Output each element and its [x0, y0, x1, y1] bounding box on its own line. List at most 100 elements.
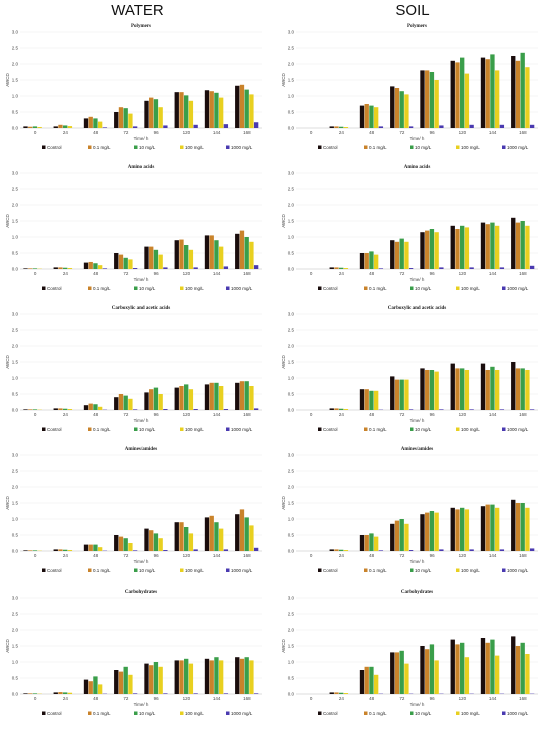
bar-10-mg-l-72h	[399, 519, 404, 551]
bar-control-48h	[83, 679, 89, 694]
x-tick-label: 0	[310, 130, 313, 135]
legend-label: 10 mg/L	[415, 427, 432, 432]
x-tick-label: 24	[339, 412, 345, 417]
bar-10-mg-l-48h	[93, 676, 98, 694]
x-tick-label: 168	[519, 412, 527, 417]
y-tick-label: 1.0	[12, 517, 19, 522]
bar-1000-mg-l-120h	[193, 267, 198, 269]
bar-1000-mg-l-48h	[378, 268, 384, 269]
bar-control-96h	[420, 368, 425, 410]
x-tick-label: 0	[310, 271, 313, 276]
chart-title: Carboxylic and acetic acids	[388, 306, 447, 311]
y-tick-label: 1.5	[12, 360, 19, 365]
y-tick-label: 0.0	[12, 126, 19, 131]
legend-swatch	[364, 145, 368, 149]
bar-100-mg-l-120h	[188, 100, 194, 128]
y-tick-label: 2.5	[288, 612, 295, 617]
x-tick-label: 96	[430, 271, 436, 276]
legend-label: 100 mg/L	[461, 711, 480, 716]
y-axis-label: AWCD	[5, 213, 10, 227]
y-tick-label: 1.5	[12, 501, 19, 506]
y-tick-label: 1.0	[288, 376, 295, 381]
bar-0-1-mg-l-0h	[28, 693, 33, 694]
bar-0-1-mg-l-0h	[28, 268, 33, 269]
chart-water-carbohydrates: Carbohydrates 0.0 0.5 1.0 1.5 2.0 2.5 3.0 AWCD 0 2…	[5, 590, 262, 716]
x-tick-label: 96	[154, 553, 160, 558]
y-tick-label: 1.5	[288, 78, 295, 83]
chart-title: Carbohydrates	[125, 590, 157, 595]
legend-swatch	[88, 145, 92, 149]
legend-label: 10 mg/L	[139, 286, 156, 291]
legend-label: 100 mg/L	[461, 145, 480, 150]
y-tick-label: 0.5	[12, 392, 19, 397]
bar-10-mg-l-144h	[490, 504, 495, 551]
y-tick-label: 2.5	[288, 469, 295, 474]
bar-100-mg-l-24h	[67, 126, 73, 128]
bar-100-mg-l-24h	[343, 550, 349, 551]
bar-control-48h	[83, 405, 89, 410]
bar-control-168h	[235, 382, 240, 410]
y-tick-label: 0.0	[288, 549, 295, 554]
bar-1000-mg-l-144h	[223, 549, 229, 551]
bar-0-1-mg-l-72h	[394, 520, 400, 551]
bar-0-1-mg-l-24h	[58, 124, 63, 128]
bar-100-mg-l-48h	[97, 547, 103, 551]
bar-0-1-mg-l-120h	[179, 92, 184, 128]
x-tick-label: 24	[339, 696, 345, 701]
bar-100-mg-l-120h	[464, 73, 470, 128]
bar-0-1-mg-l-72h	[394, 652, 400, 694]
x-tick-label: 168	[519, 130, 527, 135]
y-tick-label: 2.5	[12, 187, 19, 192]
legend-swatch	[226, 145, 230, 149]
y-axis-label: AWCD	[281, 638, 286, 652]
legend-swatch	[502, 427, 506, 431]
bar-control-120h	[174, 240, 179, 269]
bar-100-mg-l-96h	[434, 371, 439, 410]
y-tick-label: 0.5	[12, 110, 19, 115]
bar-control-168h	[235, 657, 240, 694]
bar-1000-mg-l-48h	[102, 268, 108, 269]
bar-1000-mg-l-120h	[469, 549, 474, 551]
bar-0-1-mg-l-120h	[455, 229, 460, 269]
y-tick-label: 1.0	[12, 94, 19, 99]
legend-label: 100 mg/L	[461, 568, 480, 573]
bar-control-120h	[174, 660, 179, 694]
bar-0-1-mg-l-24h	[334, 692, 339, 694]
y-tick-label: 0.5	[12, 533, 19, 538]
y-tick-label: 1.5	[288, 219, 295, 224]
x-tick-label: 144	[489, 271, 497, 276]
bar-10-mg-l-96h	[153, 662, 159, 694]
bar-100-mg-l-48h	[97, 265, 103, 269]
bar-0-1-mg-l-96h	[425, 649, 430, 694]
legend-swatch	[318, 427, 322, 431]
x-tick-label: 96	[154, 412, 160, 417]
legend-swatch	[364, 568, 368, 572]
bar-0-1-mg-l-72h	[394, 379, 400, 410]
x-tick-label: 24	[63, 696, 69, 701]
bar-100-mg-l-96h	[158, 666, 163, 694]
y-tick-label: 3.0	[288, 312, 295, 317]
bar-10-mg-l-144h	[214, 657, 219, 694]
bar-1000-mg-l-72h	[132, 409, 138, 410]
legend-label: 100 mg/L	[185, 427, 204, 432]
legend-label: 10 mg/L	[415, 286, 432, 291]
chart-water-carboxylic: Carboxylic and acetic acids 0.0 0.5 1.0 1.5 2…	[5, 306, 262, 432]
bar-10-mg-l-120h	[460, 642, 465, 694]
bar-10-mg-l-72h	[123, 538, 128, 551]
y-tick-label: 0.5	[288, 392, 295, 397]
x-axis-label: Time/ h	[134, 418, 149, 423]
legend-swatch	[226, 711, 230, 715]
bar-10-mg-l-24h	[339, 692, 344, 694]
y-tick-label: 1.5	[288, 501, 295, 506]
bar-10-mg-l-24h	[63, 125, 68, 128]
bar-100-mg-l-144h	[218, 386, 224, 410]
bar-control-144h	[204, 517, 210, 551]
bar-0-1-mg-l-48h	[364, 535, 369, 551]
bar-control-144h	[480, 363, 486, 410]
legend-swatch	[318, 711, 322, 715]
bar-100-mg-l-96h	[158, 394, 163, 410]
bar-1000-mg-l-168h	[253, 547, 259, 551]
x-tick-label: 0	[34, 130, 37, 135]
chart-soil-carbohydrates: Carbohydrates 0.0 0.5 1.0 1.5 2.0 2.5 3.0 AWCD 0 2…	[281, 590, 538, 716]
bar-control-96h	[144, 663, 149, 694]
